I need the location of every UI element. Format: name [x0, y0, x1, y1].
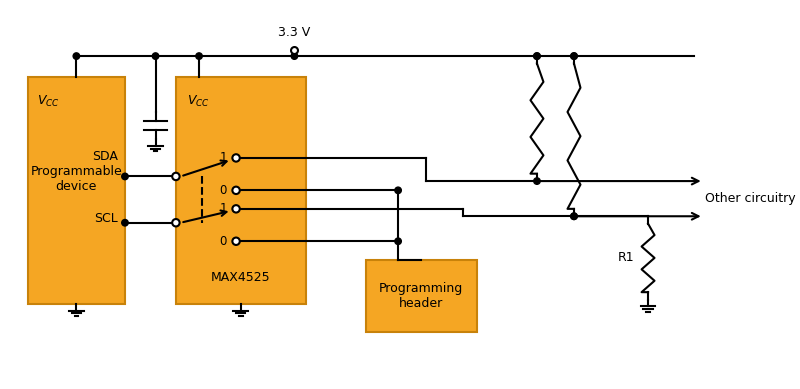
Bar [176, 77, 306, 304]
Circle shape [232, 205, 240, 212]
Text: 0: 0 [219, 235, 227, 248]
Circle shape [172, 173, 180, 180]
Circle shape [570, 53, 578, 60]
Bar [28, 77, 125, 304]
Circle shape [534, 178, 540, 184]
Bar [366, 260, 477, 332]
Circle shape [122, 219, 128, 226]
Text: Other circuitry: Other circuitry [706, 192, 796, 205]
Circle shape [73, 53, 80, 60]
Circle shape [196, 53, 202, 60]
Circle shape [122, 173, 128, 180]
Text: 1: 1 [219, 151, 227, 165]
Circle shape [152, 53, 158, 60]
Text: $V_{CC}$: $V_{CC}$ [187, 94, 210, 109]
Circle shape [534, 53, 540, 60]
Circle shape [232, 187, 240, 194]
Text: R1: R1 [618, 251, 634, 265]
Text: 0: 0 [219, 184, 227, 197]
Circle shape [534, 53, 540, 60]
Text: Programming
header: Programming header [379, 282, 463, 310]
Circle shape [570, 213, 578, 219]
Circle shape [232, 154, 240, 162]
Text: MAX4525: MAX4525 [211, 271, 270, 284]
Text: Programmable
device: Programmable device [30, 165, 122, 193]
Text: 3.3 V: 3.3 V [278, 26, 310, 39]
Text: 1: 1 [219, 202, 227, 216]
Text: $V_{CC}$: $V_{CC}$ [37, 94, 60, 109]
Circle shape [395, 187, 402, 194]
Circle shape [570, 53, 578, 60]
Circle shape [172, 219, 180, 226]
Circle shape [291, 53, 298, 60]
Text: SDA: SDA [92, 150, 118, 163]
Circle shape [232, 238, 240, 245]
Circle shape [570, 213, 578, 219]
Text: SCL: SCL [94, 212, 118, 224]
Circle shape [395, 238, 402, 245]
